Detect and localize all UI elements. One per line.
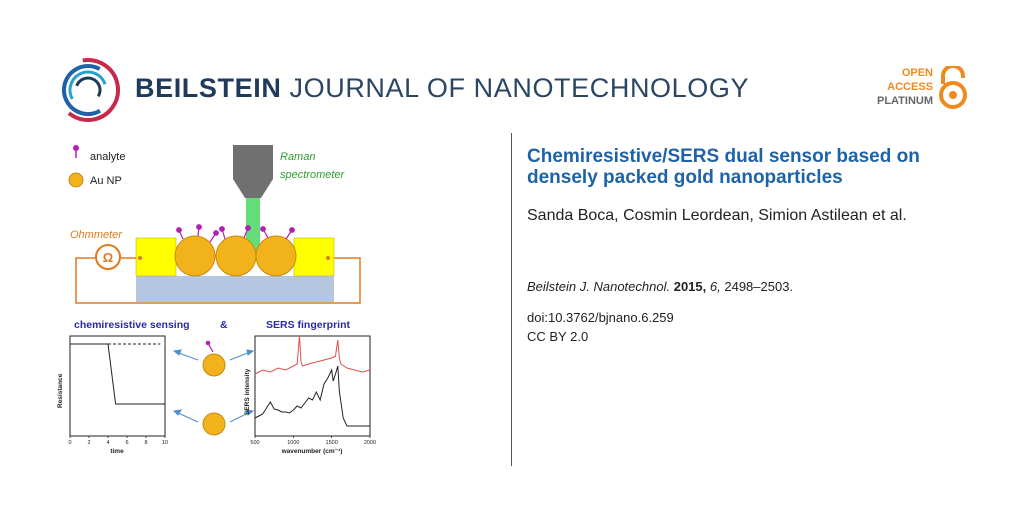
ohmmeter-icon [95, 244, 121, 270]
raman-spectrometer-nozzle [233, 179, 273, 198]
journal-name: BEILSTEIN JOURNAL OF NANOTECHNOLOGY [135, 73, 749, 104]
resistance-x-tick-label: 8 [144, 440, 147, 446]
chart-layer: 0 2 4 6 8 10 500 1000 1500 2000 [68, 335, 376, 446]
raman-spectrometer-body [233, 145, 273, 179]
circuit-wire [75, 257, 361, 304]
article-license: CC BY 2.0 [527, 329, 589, 344]
wavenumber-axis-label: wavenumber (cm⁻¹) [281, 448, 343, 455]
analyte-molecules [176, 224, 295, 243]
gold-nanoparticle [255, 235, 297, 277]
article-title[interactable]: Chemiresistive/SERS dual sensor based on… [527, 146, 920, 188]
citation-year: 2015, [673, 279, 707, 294]
middle-particle-bare [202, 412, 226, 436]
open-access-line-platinum: PLATINUM [876, 95, 933, 107]
vertical-divider [511, 133, 512, 466]
graphical-abstract: analyte Au NP Raman spectrometer Ohmmete… [57, 145, 376, 455]
sers-heading: SERS fingerprint [266, 319, 351, 331]
gold-nanoparticle [174, 235, 216, 277]
substrate [136, 276, 334, 302]
article-authors: Sanda Boca, Cosmin Leordean, Simion Asti… [527, 207, 907, 224]
beilstein-logo-icon [56, 58, 120, 122]
open-access-text: OPEN ACCESS PLATINUM [877, 66, 933, 108]
open-access-line-access: ACCESS [887, 81, 933, 93]
raman-label-line2: spectrometer [280, 169, 346, 181]
citation-pages: 2498–2503. [724, 279, 794, 294]
resistance-x-tick-label: 6 [125, 440, 128, 446]
sers-series-line-1 [254, 365, 370, 427]
open-access-badge: OPEN ACCESS PLATINUM [849, 66, 969, 112]
resistance-x-tick-label: 10 [162, 440, 168, 446]
sers-x-tick-label: 2000 [364, 440, 376, 446]
open-lock-icon [939, 66, 967, 109]
gold-nanoparticle [215, 235, 257, 277]
raman-label-line1: Raman [280, 151, 315, 163]
journal-name-bold: BEILSTEIN [135, 73, 282, 103]
ohmmeter-label: Ohmmeter [70, 229, 123, 241]
legend-au-label: Au NP [90, 175, 122, 187]
middle-analyte-head [205, 340, 211, 346]
open-access-line-open: OPEN [901, 67, 933, 79]
ampersand-heading: & [220, 319, 228, 331]
contact-left [138, 256, 142, 260]
sers-plot-frame [254, 335, 371, 437]
citation-volume: 6, [709, 279, 721, 294]
article-citation: Beilstein J. Nanotechnol. 2015, 6, 2498–… [527, 279, 793, 294]
legend-analyte-icon [73, 145, 79, 151]
resistance-plot-frame [69, 335, 166, 437]
middle-particle-with-analyte [202, 353, 226, 377]
article-doi[interactable]: doi:10.3762/bjnano.6.259 [527, 310, 674, 325]
time-axis-label: time [110, 448, 124, 455]
resistance-axis-label: Resistance [57, 373, 64, 408]
sers-x-tick-label: 1500 [326, 440, 338, 446]
sers-x-tick-label: 1000 [287, 440, 299, 446]
resistance-x-tick-label: 0 [68, 440, 71, 446]
resistance-series-line-0 [70, 343, 165, 405]
legend-analyte-label: analyte [90, 151, 125, 163]
sers-axis-label: SERS intensity [244, 368, 251, 415]
sers-series-line-0 [254, 335, 371, 375]
legend-au-icon [68, 172, 84, 188]
electrode-left [135, 237, 177, 277]
ohm-symbol: Ω [103, 250, 113, 265]
citation-journal: Beilstein J. Nanotechnol. [527, 279, 671, 294]
resistance-x-tick-label: 4 [106, 440, 109, 446]
connector-arrows [172, 349, 255, 423]
chemiresistive-heading: chemiresistive sensing [74, 319, 190, 331]
resistance-x-tick-label: 2 [87, 440, 90, 446]
sers-x-tick-label: 500 [250, 440, 259, 446]
contact-right [326, 256, 330, 260]
journal-name-light: JOURNAL OF NANOTECHNOLOGY [289, 73, 750, 103]
